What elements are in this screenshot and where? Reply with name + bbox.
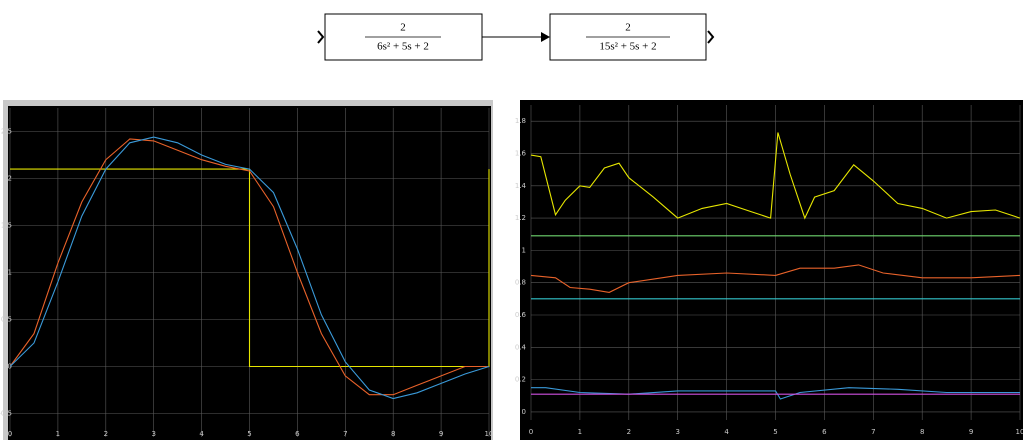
x-tick-label: 6 xyxy=(822,428,827,436)
x-tick-label: 9 xyxy=(969,428,973,436)
x-tick-label: 4 xyxy=(199,430,204,438)
y-tick-label: 2.5 xyxy=(1,128,12,136)
x-tick-label: 2 xyxy=(627,428,631,436)
x-tick-label: 7 xyxy=(343,430,347,438)
x-tick-label: 0 xyxy=(8,430,12,438)
block-diagram: 2 6s² + 5s + 2 2 15s² + 5s + 2 xyxy=(317,13,715,61)
y-tick-label: 1.5 xyxy=(1,222,12,230)
scope-plot: 0 1 2 3 4 5 6 7 8 9 10 -0.5 0 0.5 1 1.5 2 2.5 xyxy=(0,108,493,438)
y-tick-label: 0 xyxy=(8,363,12,371)
y-tick-label: 0.5 xyxy=(1,316,12,324)
x-tick-label: 1 xyxy=(578,428,582,436)
x-tick-label: 1 xyxy=(56,430,60,438)
x-tick-label: 5 xyxy=(247,430,251,438)
signal-trace xyxy=(9,136,490,400)
y-tick-label: -0.5 xyxy=(0,410,12,418)
y-tick-label: 1 xyxy=(8,269,12,277)
y-tick-label: 1.8 xyxy=(515,117,526,125)
x-tick-label: 4 xyxy=(724,428,729,436)
y-tick-label: 2 xyxy=(8,175,12,183)
signal-trace xyxy=(10,168,490,368)
input-port xyxy=(317,30,325,44)
y-tick-label: 0.2 xyxy=(515,376,526,384)
signal-trace xyxy=(531,387,1020,400)
x-tick-label: 3 xyxy=(151,430,155,438)
x-tick-label: 10 xyxy=(1016,428,1023,436)
arrow-head xyxy=(541,32,550,42)
x-tick-label: 10 xyxy=(485,430,494,438)
denominator: 6s² + 5s + 2 xyxy=(377,41,429,53)
x-tick-label: 0 xyxy=(529,428,533,436)
x-tick-label: 9 xyxy=(439,430,443,438)
signal-trace xyxy=(530,264,1021,293)
x-tick-label: 8 xyxy=(391,430,395,438)
signal-trace xyxy=(530,132,1021,220)
scope-plot: 0 1 2 3 4 5 6 7 8 9 10 0 0.2 0.4 0.6 0.8 1 1.2 1.4 1.6 1.8 xyxy=(515,105,1023,436)
y-tick-label: 0.8 xyxy=(515,279,526,287)
y-tick-label: 0.4 xyxy=(515,343,527,351)
numerator: 2 xyxy=(400,22,406,34)
y-tick-label: 0.6 xyxy=(515,311,527,319)
x-tick-label: 7 xyxy=(871,428,875,436)
x-tick-label: 8 xyxy=(920,428,924,436)
denominator: 15s² + 5s + 2 xyxy=(599,41,656,53)
scope-background xyxy=(520,100,1023,440)
x-tick-label: 6 xyxy=(295,430,300,438)
output-port xyxy=(707,30,715,44)
x-tick-label: 3 xyxy=(675,428,679,436)
y-tick-label: 0 xyxy=(522,408,526,416)
y-tick-label: 1.6 xyxy=(515,149,527,157)
numerator: 2 xyxy=(625,22,631,34)
x-tick-label: 2 xyxy=(104,430,108,438)
y-tick-label: 1.4 xyxy=(515,182,527,190)
x-tick-label: 5 xyxy=(773,428,777,436)
y-tick-label: 1 xyxy=(522,246,526,254)
y-tick-label: 1.2 xyxy=(515,214,526,222)
signal-trace xyxy=(9,138,489,396)
